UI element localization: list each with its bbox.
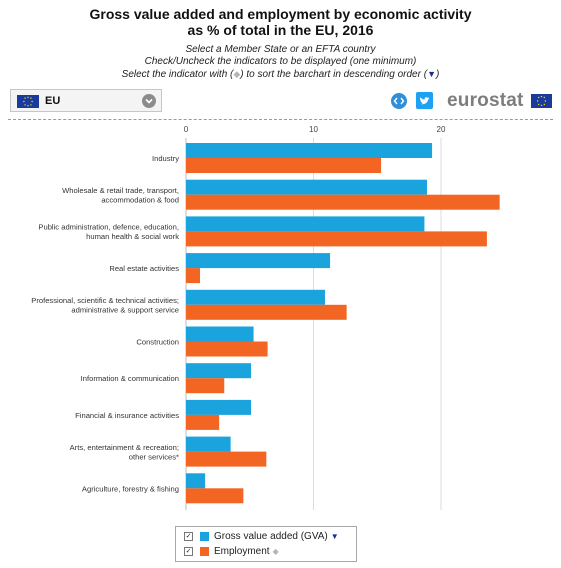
bar-gva xyxy=(186,326,254,342)
chart-title-line1: Gross value added and employment by econ… xyxy=(89,6,472,22)
category-label: Wholesale & retail trade, transport, xyxy=(62,186,179,195)
x-tick-label: 10 xyxy=(309,125,318,134)
instructions: Select a Member State or an EFTA country… xyxy=(0,44,561,81)
category-label: Industry xyxy=(152,154,179,163)
instruction-line3-a: Select the indicator with ( xyxy=(121,69,234,80)
bar-employment xyxy=(186,268,201,284)
bar-employment xyxy=(186,194,500,210)
legend: ✓ Gross value added (GVA) ▼ ✓ Employment ◆ xyxy=(175,526,357,562)
chevron-down-icon[interactable] xyxy=(142,94,156,108)
category-label: accommodation & food xyxy=(101,195,179,204)
x-tick-label: 20 xyxy=(437,125,446,134)
sort-descending-icon[interactable]: ▼ xyxy=(330,532,339,541)
bar-gva xyxy=(186,253,331,269)
category-label: Financial & insurance activities xyxy=(75,411,179,420)
legend-label-gva: Gross value added (GVA) xyxy=(214,531,328,542)
category-label: Real estate activities xyxy=(109,264,179,273)
bar-gva xyxy=(186,399,252,415)
legend-label-employment: Employment xyxy=(214,546,270,557)
instruction-line2: Check/Uncheck the indicators to be displ… xyxy=(144,56,417,67)
bar-employment xyxy=(186,341,268,357)
swatch-gva xyxy=(200,532,209,541)
chart-title-line2: as % of total in the EU, 2016 xyxy=(187,22,374,38)
eu-flag-icon xyxy=(531,94,552,108)
bar-employment xyxy=(186,451,267,467)
bar-employment xyxy=(186,414,220,430)
logo-text: eurostat xyxy=(447,90,524,111)
bar-employment xyxy=(186,378,225,394)
checkbox-gva[interactable]: ✓ xyxy=(184,532,193,541)
bar-gva xyxy=(186,216,425,232)
embed-code-icon[interactable] xyxy=(391,93,407,109)
bar-chart: 0 10 20 Industry Wholesale & retail trade, t… xyxy=(31,125,500,510)
bar-employment xyxy=(186,158,382,173)
category-label: human health & social work xyxy=(86,232,179,241)
bar-employment xyxy=(186,231,487,247)
category-label: Public administration, defence, educatio… xyxy=(38,223,179,232)
bar-gva xyxy=(186,436,231,452)
sort-descending-icon: ▼ xyxy=(427,69,436,79)
category-label: Professional, scientific & technical act… xyxy=(31,296,179,305)
category-label: Agriculture, forestry & fishing xyxy=(82,484,179,493)
category-label: Construction xyxy=(136,338,179,347)
instruction-line1: Select a Member State or an EFTA country xyxy=(185,44,376,55)
instruction-line3-c: ) xyxy=(435,69,440,80)
sortable-icon[interactable]: ◆ xyxy=(272,547,279,556)
eu-flag-icon xyxy=(17,95,39,108)
header-divider xyxy=(8,119,553,120)
instruction-line3: Select the indicator with (◆) to sort th… xyxy=(0,68,561,81)
swatch-employment xyxy=(200,547,209,556)
instruction-line3-b: ) to sort the barchart in descending ord… xyxy=(240,69,428,80)
category-label: Information & communication xyxy=(81,374,179,383)
sortable-icon: ◆ xyxy=(233,69,241,79)
category-label: administrative & support service xyxy=(71,306,179,315)
category-label: other services* xyxy=(129,452,179,461)
country-selector[interactable]: EU xyxy=(10,89,162,112)
bar-employment xyxy=(186,304,347,320)
bar-gva xyxy=(186,289,325,305)
bar-gva xyxy=(186,473,206,489)
chart-title: Gross value added and employment by econ… xyxy=(0,6,561,38)
bar-gva xyxy=(186,143,433,158)
x-tick-label: 0 xyxy=(184,125,189,134)
bar-gva xyxy=(186,179,427,195)
category-label: Arts, entertainment & recreation; xyxy=(70,443,179,452)
selected-country: EU xyxy=(45,95,61,107)
checkbox-employment[interactable]: ✓ xyxy=(184,547,193,556)
bar-employment xyxy=(186,488,244,504)
twitter-icon[interactable] xyxy=(416,92,433,109)
bar-gva xyxy=(186,363,252,379)
